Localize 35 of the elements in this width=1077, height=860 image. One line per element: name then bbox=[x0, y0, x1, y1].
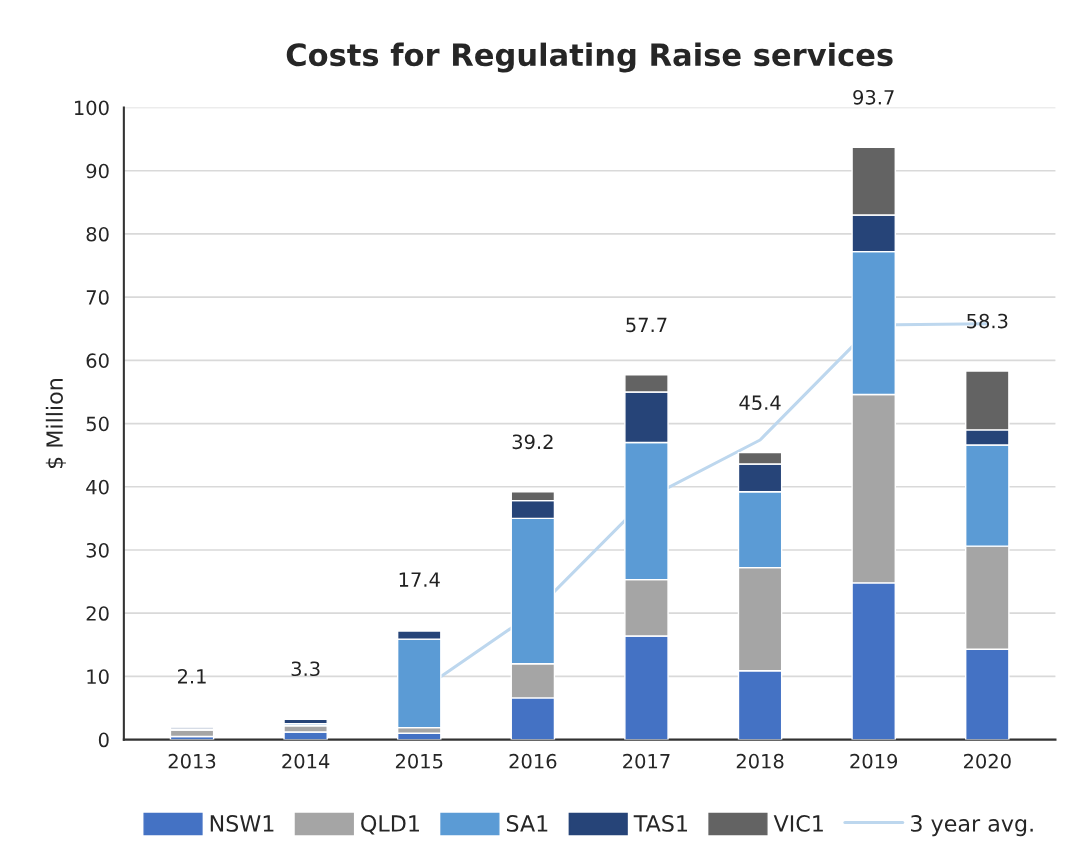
total-label: 2.1 bbox=[177, 668, 206, 684]
total-label: 93.7 bbox=[853, 89, 894, 105]
legend-label: QLD1 bbox=[361, 815, 419, 835]
y-tick-label: 30 bbox=[86, 542, 109, 558]
x-tick-label: 2018 bbox=[736, 753, 784, 769]
x-tick-label: 2016 bbox=[509, 753, 557, 769]
x-tick-label: 2013 bbox=[168, 753, 216, 769]
y-tick-label: 50 bbox=[86, 416, 109, 432]
total-label: 58.3 bbox=[967, 313, 1008, 329]
legend-label: 3 year avg. bbox=[911, 815, 1033, 837]
legend-label: NSW1 bbox=[210, 815, 274, 832]
legend-label: SA1 bbox=[506, 815, 548, 832]
total-label: 45.4 bbox=[739, 395, 781, 410]
y-tick-label: 80 bbox=[86, 226, 109, 242]
x-tick-label: 2019 bbox=[850, 753, 898, 769]
y-tick-label: 10 bbox=[87, 669, 109, 685]
x-tick-label: 2017 bbox=[623, 753, 670, 769]
y-axis-title: $ Million bbox=[45, 379, 66, 469]
x-tick-label: 2014 bbox=[282, 753, 330, 769]
total-label: 39.2 bbox=[512, 434, 553, 450]
total-label: 17.4 bbox=[399, 572, 440, 587]
total-label: 3.3 bbox=[291, 661, 320, 677]
y-tick-label: 60 bbox=[86, 353, 109, 368]
y-tick-label: 100 bbox=[74, 100, 109, 116]
y-tick-label: 20 bbox=[86, 606, 109, 621]
legend-label: VIC1 bbox=[773, 815, 823, 832]
x-tick-label: 2020 bbox=[963, 753, 1011, 769]
y-tick-label: 0 bbox=[98, 732, 109, 748]
y-tick-label: 40 bbox=[86, 479, 109, 495]
y-tick-label: 90 bbox=[86, 163, 109, 179]
legend-label: TAS1 bbox=[633, 815, 688, 832]
chart-title: Costs for Regulating Raise services bbox=[286, 42, 893, 73]
x-tick-label: 2015 bbox=[395, 753, 443, 769]
total-label: 57.7 bbox=[626, 317, 667, 333]
y-tick-label: 70 bbox=[86, 290, 109, 305]
